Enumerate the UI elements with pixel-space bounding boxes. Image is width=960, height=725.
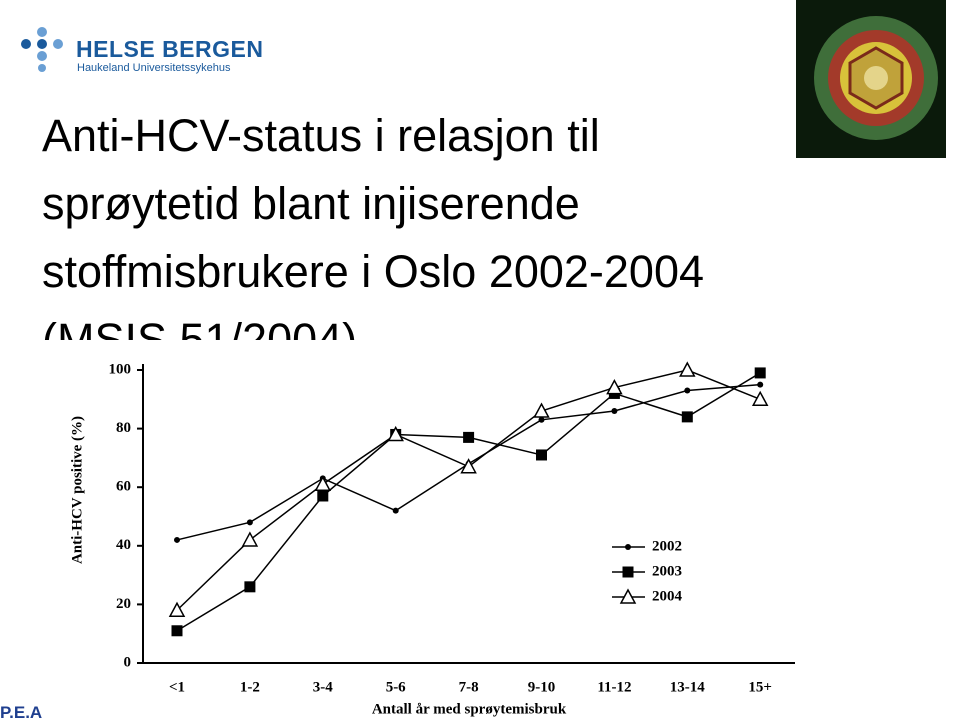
marker xyxy=(533,402,550,418)
slide-title: Anti-HCV-status i relasjon til sprøytetid… xyxy=(42,102,942,340)
marker xyxy=(174,536,180,543)
y-tick-label: 100 xyxy=(109,361,132,377)
y-tick-label: 0 xyxy=(124,654,132,670)
logo-subtitle: Haukeland Universitetssykehus xyxy=(77,62,231,74)
marker xyxy=(684,387,691,394)
title-line: stoffmisbrukere i Oslo 2002-2004 xyxy=(42,246,705,297)
virus-image xyxy=(796,0,946,158)
y-tick-label: 80 xyxy=(116,420,131,436)
marker xyxy=(314,475,332,492)
x-tick-label: 13-14 xyxy=(670,679,705,695)
logo-mark xyxy=(21,27,63,72)
marker xyxy=(171,625,183,637)
marker xyxy=(754,367,766,379)
marker xyxy=(246,519,253,526)
marker xyxy=(681,411,693,423)
x-axis-label: Antall år med sprøytemisbruk xyxy=(372,701,567,717)
marker xyxy=(622,566,634,578)
marker xyxy=(317,490,329,502)
x-tick-label: 7-8 xyxy=(459,679,479,695)
legend-label: 2004 xyxy=(652,588,683,604)
legend-label: 2003 xyxy=(652,563,682,579)
marker xyxy=(536,449,547,461)
marker xyxy=(625,544,631,550)
y-tick-label: 60 xyxy=(116,479,131,495)
marker xyxy=(168,601,186,618)
marker xyxy=(460,458,477,474)
marker xyxy=(751,390,769,407)
marker xyxy=(611,408,618,415)
x-tick-label: 1-2 xyxy=(240,679,260,695)
marker xyxy=(387,425,404,442)
title-line: Anti-HCV-status i relasjon til xyxy=(42,110,600,161)
marker xyxy=(619,588,637,604)
marker xyxy=(463,431,475,443)
legend-label: 2002 xyxy=(652,538,682,554)
x-tick-label: <1 xyxy=(169,679,185,695)
x-tick-label: 11-12 xyxy=(597,679,631,695)
y-tick-label: 40 xyxy=(116,537,131,553)
logo-name: HELSE BERGEN xyxy=(76,36,264,62)
x-tick-label: 5-6 xyxy=(386,679,406,695)
y-axis-label: Anti-HCV positive (%) xyxy=(69,416,85,564)
footer: P.E.A xyxy=(0,703,43,722)
marker xyxy=(538,416,545,423)
marker xyxy=(757,381,764,388)
x-tick-label: 15+ xyxy=(748,679,772,695)
marker xyxy=(606,378,623,395)
y-tick-label: 20 xyxy=(116,596,131,612)
marker xyxy=(392,507,399,514)
title-line: (MSIS 51/2004) xyxy=(42,314,358,340)
x-tick-label: 9-10 xyxy=(528,679,556,695)
marker xyxy=(679,361,696,377)
marker xyxy=(241,531,259,547)
marker xyxy=(244,581,256,593)
x-tick-label: 3-4 xyxy=(313,679,333,695)
title-line: sprøytetid blant injiserende xyxy=(42,178,580,229)
